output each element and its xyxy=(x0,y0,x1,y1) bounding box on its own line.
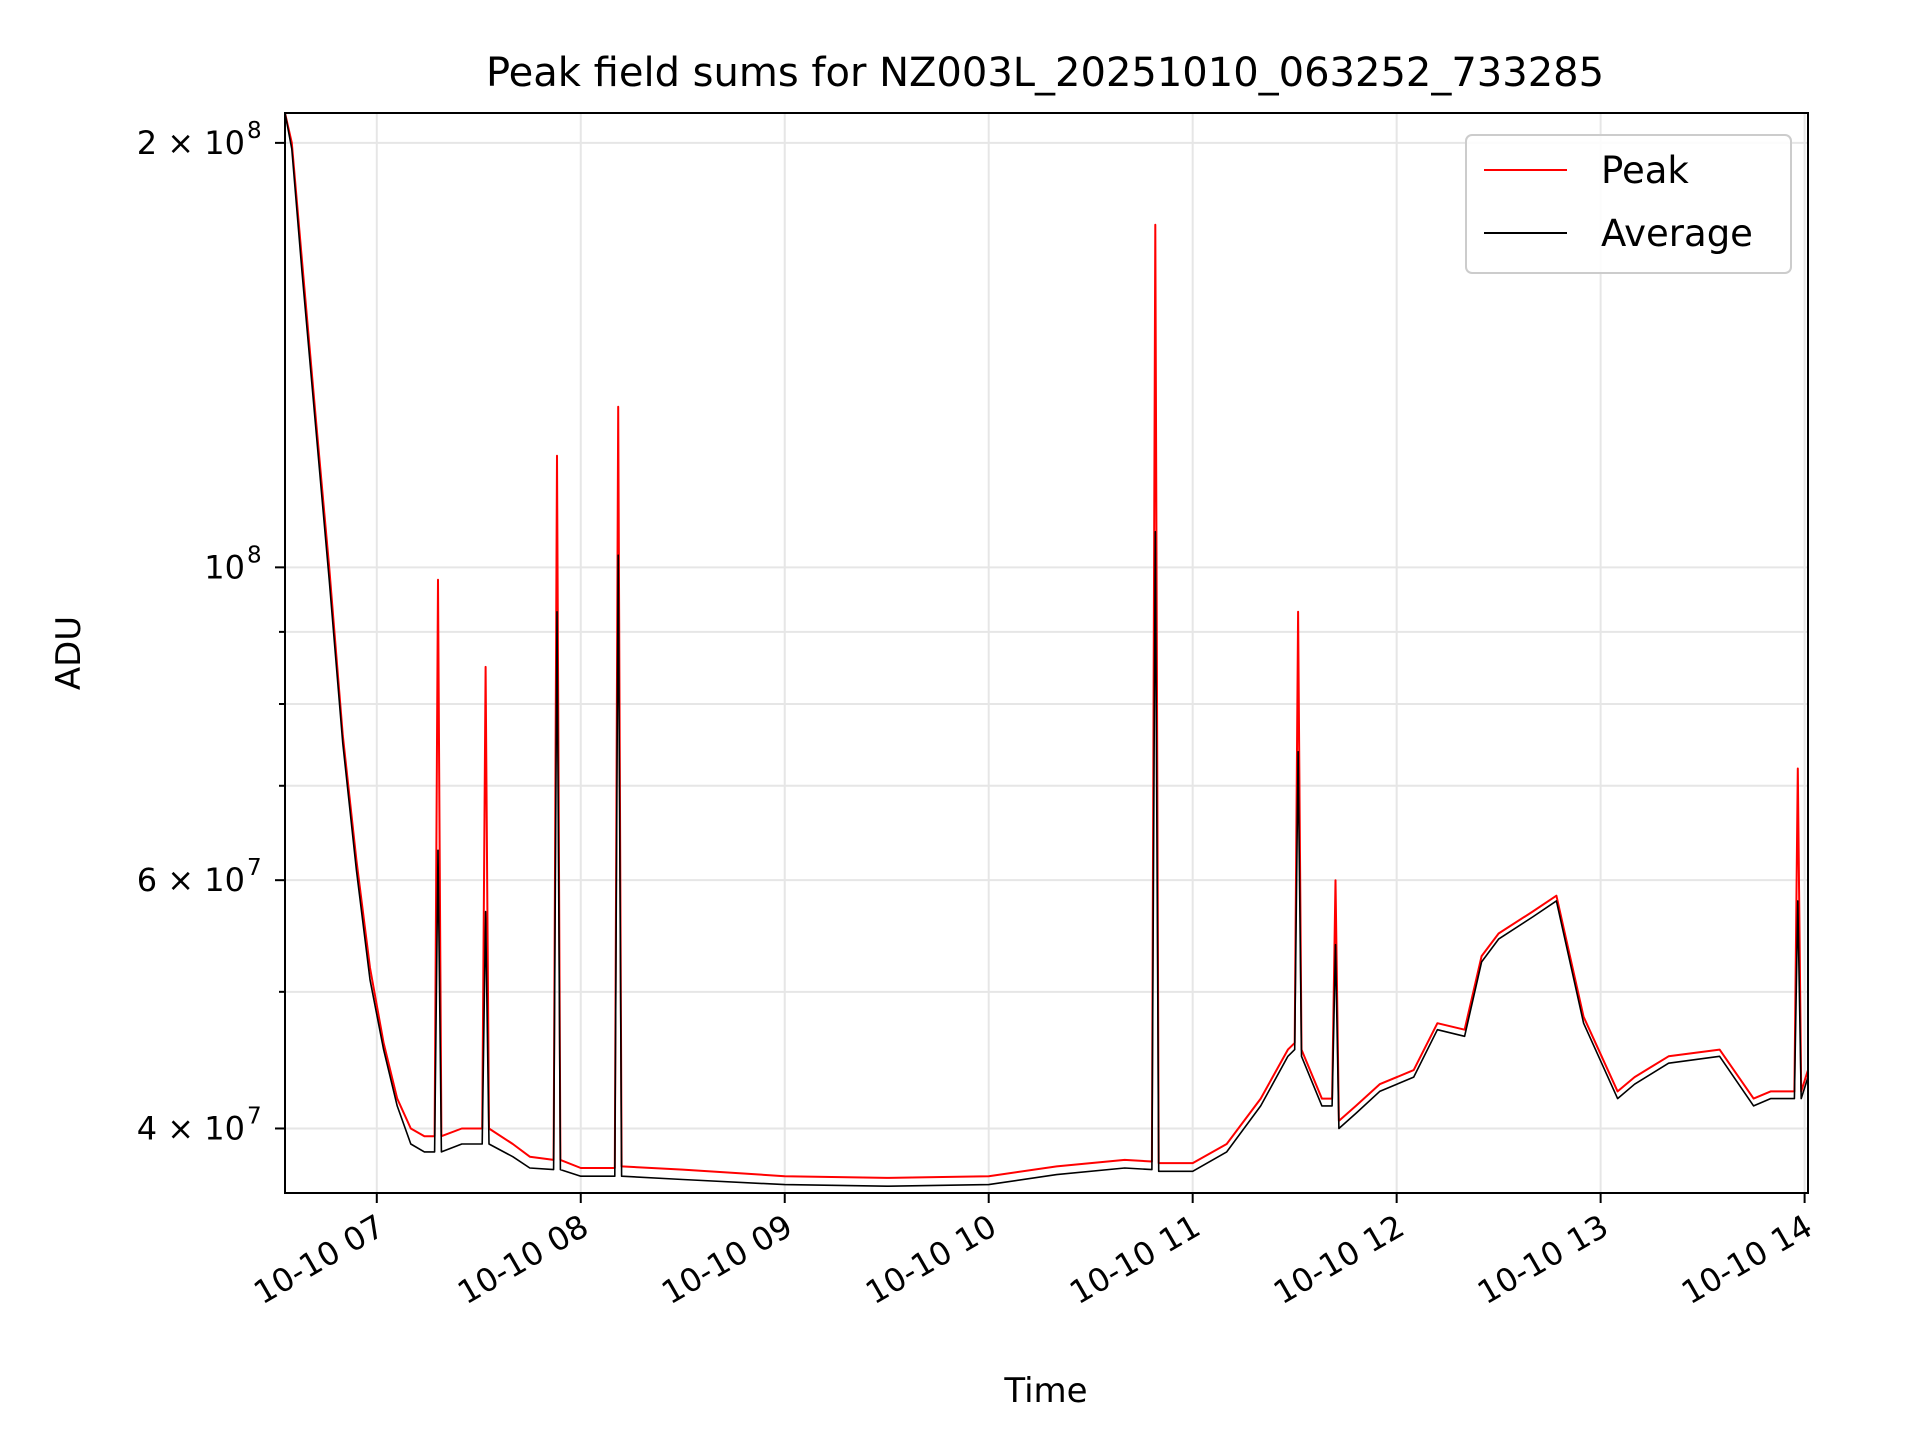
chart-title: Peak field sums for NZ003L_20251010_0632… xyxy=(486,50,1604,96)
y-tick-exponent: 8 xyxy=(247,542,262,568)
grid-lines xyxy=(285,113,1808,1193)
y-tick-label: 10 xyxy=(204,548,245,586)
series-line-average xyxy=(285,113,1808,1187)
y-tick-label: 6 × 10 xyxy=(137,861,245,899)
legend-label-peak: Peak xyxy=(1601,149,1689,192)
y-tick-exponent: 7 xyxy=(247,855,262,881)
y-tick-exponent: 7 xyxy=(247,1103,262,1129)
y-axis: 4 × 10 76 × 10 710 82 × 10 8 xyxy=(137,118,285,1147)
y-tick-label: 2 × 10 xyxy=(137,124,245,162)
series-layer xyxy=(285,113,1808,1187)
plot-frame xyxy=(284,112,1809,1194)
series-line-peak xyxy=(285,113,1808,1179)
y-tick-label: 4 × 10 xyxy=(137,1109,245,1147)
y-tick-exponent: 8 xyxy=(247,118,262,144)
legend: Peak Average xyxy=(1465,134,1792,274)
legend-label-average: Average xyxy=(1601,212,1753,255)
x-axis-label: Time xyxy=(1003,1371,1087,1411)
y-axis-label: ADU xyxy=(49,616,89,690)
